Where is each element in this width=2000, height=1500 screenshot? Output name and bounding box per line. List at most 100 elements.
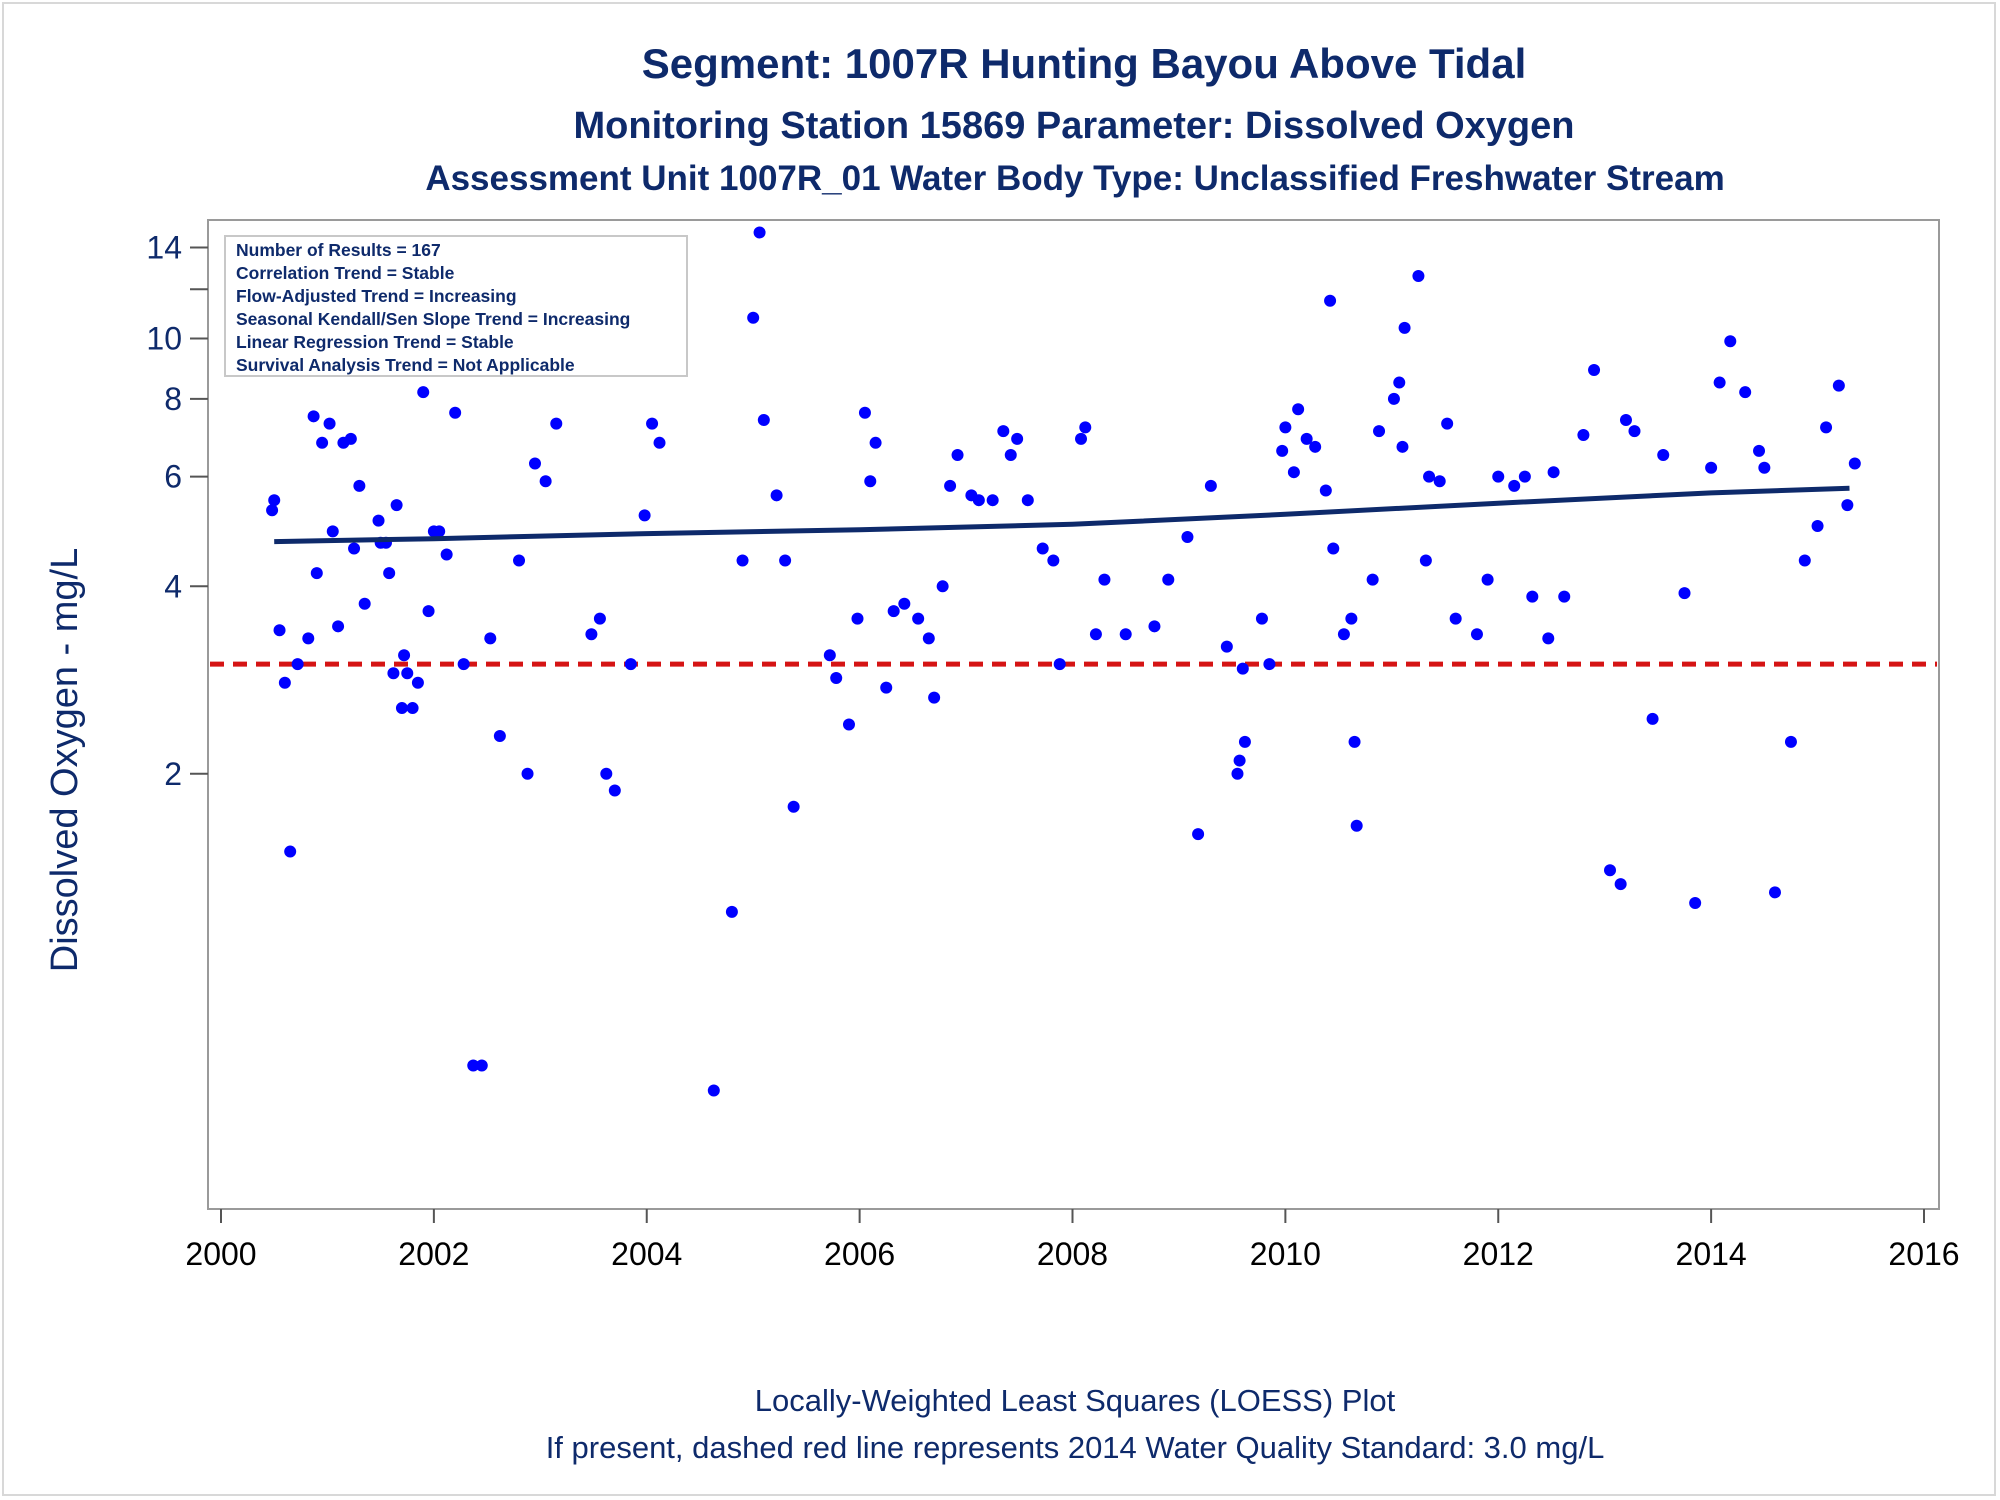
data-point [1739,386,1752,399]
x-tick-label: 2010 [1250,1236,1321,1272]
data-point [1075,432,1088,445]
data-point [493,729,506,742]
data-point [1832,379,1845,392]
data-point [1387,392,1400,405]
x-tick-label: 2016 [1888,1236,1959,1272]
data-point [922,632,935,645]
data-point [624,658,637,671]
data-point [372,514,385,527]
data-point [433,525,446,538]
legend-line: Correlation Trend = Stable [236,263,455,283]
data-point [513,554,526,567]
data-point [1231,767,1244,780]
data-point [539,475,552,488]
data-point [1678,587,1691,600]
legend-line: Linear Regression Trend = Stable [236,332,514,352]
data-point [1614,878,1627,891]
data-point [1079,421,1092,434]
footer-line-1: Locally-Weighted Least Squares (LOESS) P… [755,1383,1396,1418]
data-point [1327,542,1340,555]
data-point [912,612,925,625]
data-point [1287,466,1300,479]
loess-trend-line [274,485,1850,545]
data-point [1713,376,1726,389]
data-point [1492,470,1505,483]
data-point [1689,897,1702,910]
y-tick-label: 14 [146,230,182,266]
data-point [348,542,361,555]
data-point [1646,712,1659,725]
data-point [887,605,900,618]
data-point [944,479,957,492]
data-point [1345,612,1358,625]
data-point [1588,364,1601,377]
data-point [898,597,911,610]
x-tick-label: 2000 [185,1236,256,1272]
legend-line: Number of Results = 167 [236,240,441,260]
data-point [307,410,320,423]
data-point [1705,461,1718,474]
data-point [1263,658,1276,671]
data-point [593,612,606,625]
data-point [528,457,541,470]
data-point [390,499,403,512]
data-point [310,567,323,580]
data-point [1784,735,1797,748]
data-point [278,676,291,689]
data-point [842,718,855,731]
data-point [449,406,462,419]
data-point [1433,475,1446,488]
data-point [475,1059,488,1072]
data-point [1820,421,1833,434]
legend-line: Flow-Adjusted Trend = Increasing [236,286,517,306]
data-point [851,612,864,625]
data-point [1798,554,1811,567]
data-point [1350,819,1363,832]
data-point [395,702,408,715]
data-point [1373,425,1386,438]
data-point [1811,519,1824,532]
data-point [779,554,792,567]
data-point [1412,270,1425,283]
data-point [467,1059,480,1072]
data-point [440,548,453,561]
y-tick-label: 2 [164,756,182,792]
data-point [707,1084,720,1097]
legend-box: Number of Results = 167 Correlation Trend… [224,235,688,377]
data-point [1577,428,1590,441]
data-point [864,475,877,488]
y-axis: 2 4 6 8 10 14 [146,230,208,792]
data-point [484,632,497,645]
data-point [1276,444,1289,457]
data-point [1470,628,1483,641]
data-point [736,554,749,567]
chart-subtitle-assessment: Assessment Unit 1007R_01 Water Body Type… [425,159,1724,198]
data-point [273,624,286,637]
data-point [1542,632,1555,645]
x-tick-label: 2012 [1463,1236,1534,1272]
x-axis: 2000 2002 2004 2006 2008 2010 2012 2014 2016 [185,1209,1960,1272]
x-tick-label: 2008 [1037,1236,1108,1272]
y-tick-label: 10 [146,321,182,357]
data-point [284,845,297,858]
x-tick-label: 2014 [1676,1236,1747,1272]
data-point [1547,466,1560,479]
data-point [638,509,651,522]
data-point [1758,461,1771,474]
data-point [1279,421,1292,434]
data-point [1236,662,1249,675]
data-point [1398,321,1411,334]
data-point [1508,479,1521,492]
data-point [753,226,766,239]
data-point [1526,590,1539,603]
data-point [457,658,470,671]
data-point [353,479,366,492]
data-point [1233,754,1246,767]
data-point [608,784,621,797]
chart-subtitle-station: Monitoring Station 15869 Parameter: Diss… [574,105,1575,147]
data-point [1366,573,1379,586]
data-point [1628,425,1641,438]
data-point [1192,828,1205,841]
x-tick-label: 2002 [398,1236,469,1272]
